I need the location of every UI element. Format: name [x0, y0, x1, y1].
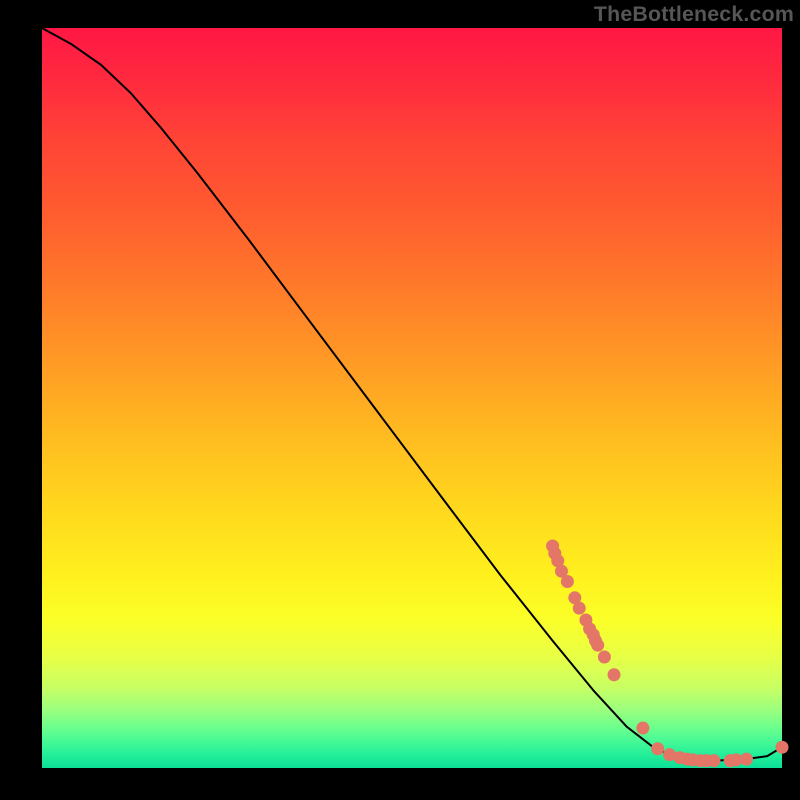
marker-dot — [591, 639, 604, 652]
marker-dot — [573, 602, 586, 615]
curve-line — [42, 28, 782, 761]
marker-dot — [598, 651, 611, 664]
marker-dot — [707, 754, 720, 767]
chart-stage: TheBottleneck.com — [0, 0, 800, 800]
marker-dot — [776, 741, 789, 754]
marker-dot — [636, 722, 649, 735]
marker-dot — [608, 668, 621, 681]
marker-dot — [651, 742, 664, 755]
chart-svg — [0, 0, 800, 800]
marker-group — [546, 540, 788, 768]
marker-dot — [740, 753, 753, 766]
marker-dot — [561, 575, 574, 588]
watermark-text: TheBottleneck.com — [594, 2, 794, 27]
